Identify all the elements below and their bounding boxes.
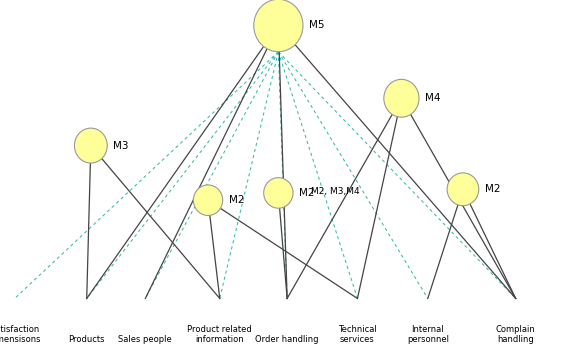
Ellipse shape bbox=[447, 173, 479, 206]
Text: Technical
services: Technical services bbox=[338, 325, 377, 344]
Text: Products: Products bbox=[69, 335, 105, 344]
Ellipse shape bbox=[254, 0, 303, 52]
Text: Order handling: Order handling bbox=[255, 335, 319, 344]
Text: M2: M2 bbox=[229, 195, 244, 205]
Text: M2: M2 bbox=[299, 188, 314, 198]
Ellipse shape bbox=[74, 128, 107, 163]
Text: M3: M3 bbox=[113, 141, 128, 151]
Text: M2: M2 bbox=[485, 184, 500, 194]
Text: Satisfaction
dimensisons: Satisfaction dimensisons bbox=[0, 325, 41, 344]
Text: Complain
handling: Complain handling bbox=[496, 325, 536, 344]
Ellipse shape bbox=[193, 185, 223, 215]
Text: M2, M3,M4: M2, M3,M4 bbox=[311, 187, 359, 195]
Text: M5: M5 bbox=[309, 20, 324, 31]
Text: Sales people: Sales people bbox=[118, 335, 172, 344]
Ellipse shape bbox=[384, 79, 419, 117]
Text: Internal
personnel: Internal personnel bbox=[407, 325, 449, 344]
Text: M4: M4 bbox=[425, 93, 440, 103]
Text: Product related
information: Product related information bbox=[188, 325, 252, 344]
Ellipse shape bbox=[264, 178, 293, 208]
